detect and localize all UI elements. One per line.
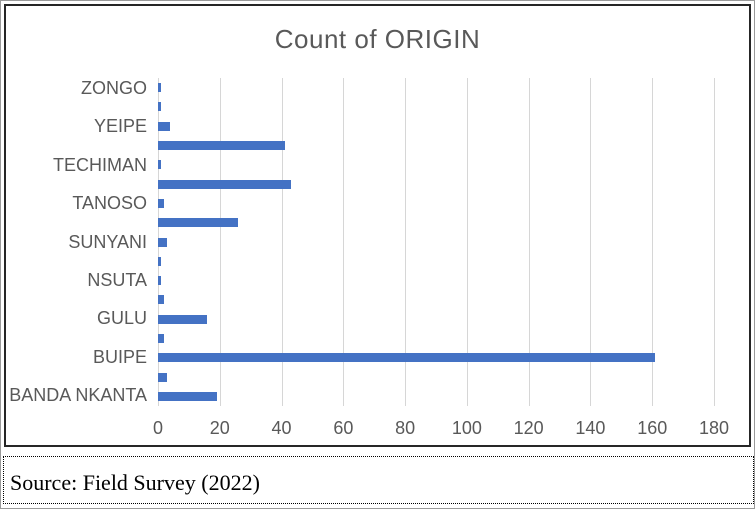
bar-buipe bbox=[158, 353, 656, 363]
source-note-box: Source: Field Survey (2022) bbox=[3, 456, 754, 504]
gridline-60 bbox=[343, 78, 345, 406]
bar-row bbox=[158, 194, 714, 213]
bar-unlabeled-11 bbox=[158, 295, 165, 305]
category-label-empty bbox=[8, 329, 154, 346]
bar-row bbox=[158, 329, 714, 348]
category-label-sunyani: SUNYANI bbox=[68, 231, 147, 252]
gridline-180 bbox=[714, 78, 715, 406]
category-label-tanoso: TANOSO bbox=[72, 193, 147, 214]
chart-panel: Count of ORIGIN ZONGO YEIPE TECHIMAN TANOSO… bbox=[4, 4, 751, 447]
bar-unlabeled-7 bbox=[158, 218, 239, 228]
bar-unlabeled-5 bbox=[158, 179, 291, 189]
bar-series bbox=[158, 78, 714, 406]
gridline-40 bbox=[281, 78, 283, 406]
bar-zongo bbox=[158, 83, 162, 93]
bar-unlabeled-1 bbox=[158, 102, 162, 112]
x-tick-label-120: 120 bbox=[513, 418, 544, 438]
category-label-empty bbox=[8, 214, 154, 231]
x-tick-label-40: 40 bbox=[271, 418, 292, 438]
x-tick-label-80: 80 bbox=[395, 418, 416, 438]
bar-row bbox=[158, 174, 714, 193]
gridline-160 bbox=[652, 78, 654, 406]
bar-row bbox=[158, 97, 714, 116]
bar-row bbox=[158, 271, 714, 290]
category-label-empty bbox=[8, 99, 154, 116]
bar-row bbox=[158, 213, 714, 232]
bar-row bbox=[158, 290, 714, 309]
category-label-nsuta: NSUTA bbox=[87, 269, 147, 290]
x-tick-label-20: 20 bbox=[209, 418, 230, 438]
bar-gulu bbox=[158, 314, 208, 324]
bar-row bbox=[158, 310, 714, 329]
category-label-yeipe: YEIPE bbox=[93, 116, 147, 137]
bar-yeipe bbox=[158, 121, 171, 131]
gridline-100 bbox=[466, 78, 468, 406]
bar-banda-nkanta bbox=[158, 391, 217, 401]
x-tick-label-60: 60 bbox=[333, 418, 354, 438]
x-axis-labels: 0 20 40 60 80 100 120 140 160 180 bbox=[153, 414, 729, 440]
category-label-empty bbox=[8, 291, 154, 308]
category-label-empty bbox=[8, 176, 154, 193]
bar-row bbox=[158, 78, 714, 97]
bar-tanoso bbox=[158, 198, 165, 208]
x-tick-label-100: 100 bbox=[451, 418, 482, 438]
bar-row bbox=[158, 252, 714, 271]
category-label-banda-nkanta: BANDA NKANTA bbox=[9, 385, 147, 405]
bar-row bbox=[158, 117, 714, 136]
x-tick-label-160: 160 bbox=[637, 418, 668, 438]
category-label-empty bbox=[8, 368, 154, 385]
category-label-techiman: TECHIMAN bbox=[53, 154, 147, 175]
gridline-20 bbox=[219, 78, 221, 406]
bar-unlabeled-15 bbox=[158, 372, 168, 382]
gridline-120 bbox=[528, 78, 530, 406]
chart-title: Count of ORIGIN bbox=[274, 24, 481, 54]
bar-unlabeled-13 bbox=[158, 334, 165, 343]
gridline-80 bbox=[405, 78, 407, 406]
source-note-text: Source: Field Survey (2022) bbox=[10, 470, 260, 495]
bar-row bbox=[158, 155, 714, 174]
bar-sunyani bbox=[158, 237, 168, 247]
category-label-empty bbox=[8, 253, 154, 270]
plot-area bbox=[158, 78, 715, 406]
category-label-zongo: ZONGO bbox=[81, 78, 147, 98]
gridline-140 bbox=[590, 78, 592, 406]
bar-row bbox=[158, 367, 714, 386]
bar-unlabeled-3 bbox=[158, 141, 285, 151]
category-label-buipe: BUIPE bbox=[92, 346, 147, 367]
bar-row bbox=[158, 136, 714, 155]
bar-unlabeled-9 bbox=[158, 256, 162, 266]
x-tick-label-0: 0 bbox=[152, 418, 164, 438]
bar-row bbox=[158, 348, 714, 367]
x-tick-label-140: 140 bbox=[575, 418, 606, 438]
bar-row bbox=[158, 387, 714, 406]
category-label-empty bbox=[8, 137, 154, 154]
x-tick-label-180: 180 bbox=[698, 418, 730, 438]
bar-nsuta bbox=[158, 276, 162, 286]
bar-row bbox=[158, 232, 714, 251]
bar-techiman bbox=[158, 160, 162, 170]
category-label-gulu: GULU bbox=[96, 308, 147, 329]
y-axis-labels: ZONGO YEIPE TECHIMAN TANOSO SUNYANI NSUTA GULU… bbox=[8, 78, 154, 406]
